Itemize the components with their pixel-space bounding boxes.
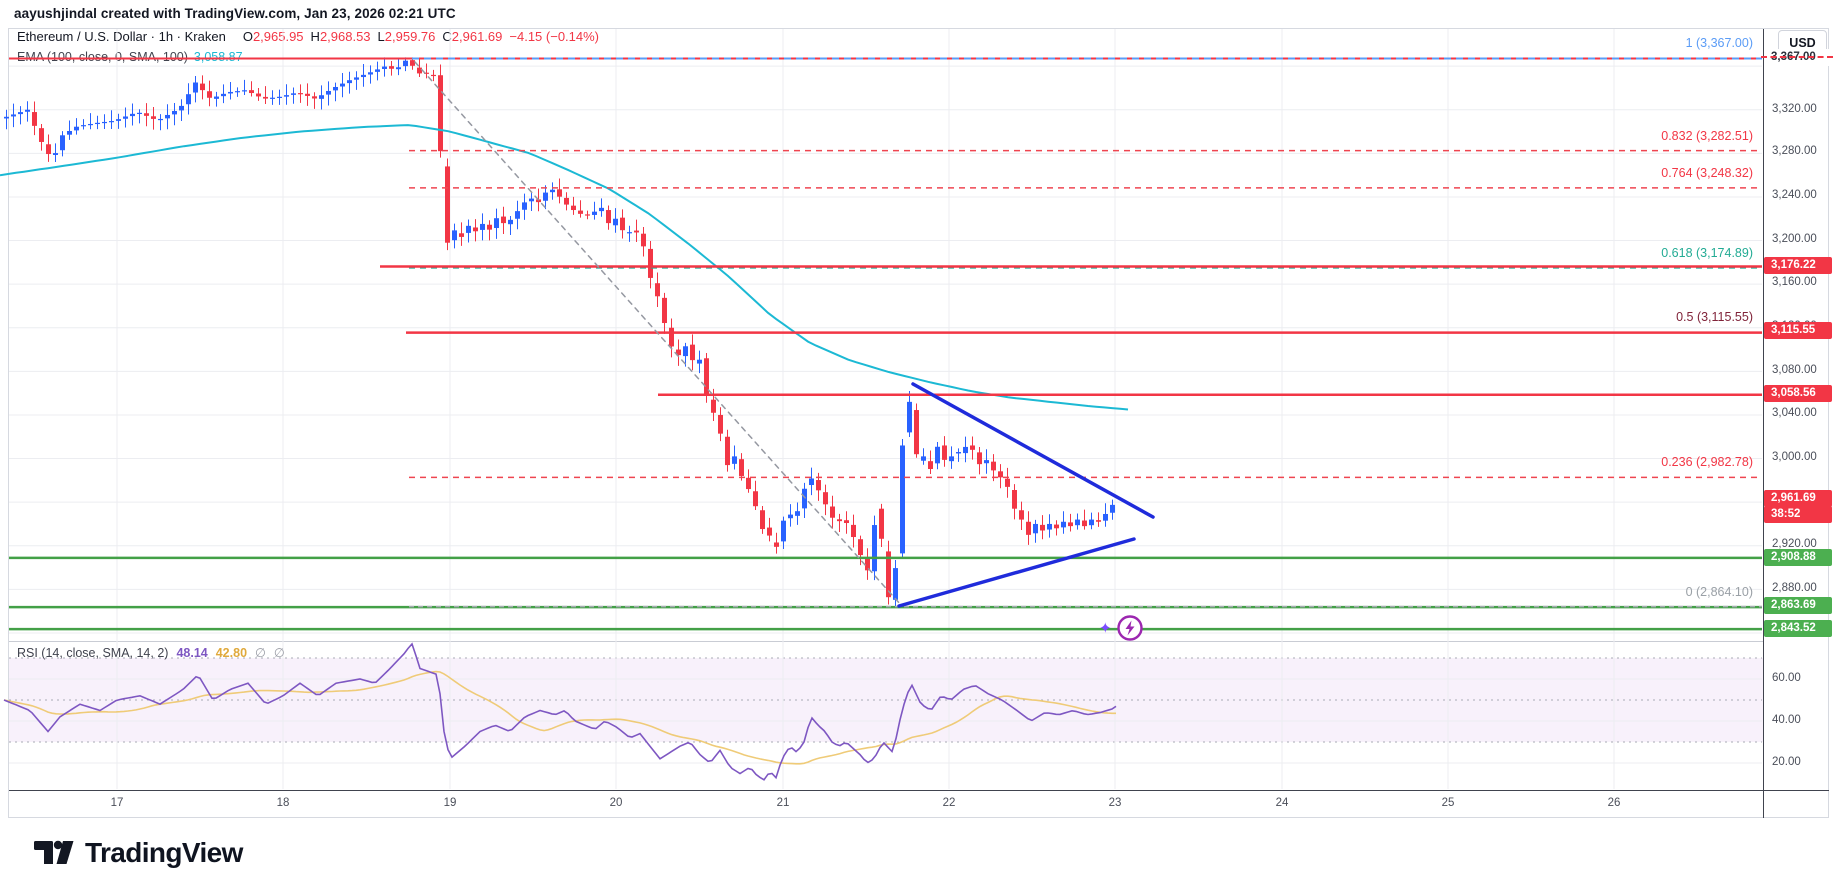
dashed-line-overlay [1761, 56, 1833, 58]
ema-label: EMA (100, close, 0, SMA, 100) [17, 50, 188, 64]
time-axis-label: 20 [609, 797, 623, 809]
price-badge: 3,367.00 [1761, 49, 1833, 66]
close-value: 2,961.69 [451, 29, 503, 44]
rsi-axis-label: 60.00 [1772, 672, 1801, 684]
high-label: H [310, 29, 320, 44]
time-axis-label: 22 [942, 797, 956, 809]
rsi-empty-2: ∅ [273, 646, 285, 660]
rsi-legend: RSI (14, close, SMA, 14, 2) 48.14 42.80 ∅ ∅ [17, 645, 285, 660]
price-badge: 2,843.52 [1764, 620, 1832, 637]
price-axis-label: 2,920.00 [1772, 538, 1817, 550]
price-axis-label: 3,200.00 [1772, 233, 1817, 245]
high-value: 2,968.53 [319, 29, 371, 44]
change-value: −4.15 (−0.14%) [509, 29, 600, 44]
price-axis-border [1763, 29, 1764, 818]
price-badge: 2,961.69 [1764, 490, 1832, 507]
price-axis-label: 3,280.00 [1772, 145, 1817, 157]
low-label: L [377, 29, 385, 44]
low-value: 2,959.76 [384, 29, 436, 44]
quick-action-lightning-icon[interactable] [1114, 612, 1146, 644]
price-axis-label: 3,000.00 [1772, 451, 1817, 463]
ema-value: 3,058.87 [193, 50, 243, 64]
rsi-axis-label: 40.00 [1772, 714, 1801, 726]
rsi-sma-value: 42.80 [215, 646, 248, 660]
time-axis-label: 25 [1441, 797, 1455, 809]
fib-level-label: 1 (3,367.00) [1685, 36, 1753, 50]
price-axis-label: 3,160.00 [1772, 276, 1817, 288]
pane-separator [9, 641, 1763, 642]
price-axis-label: 3,320.00 [1772, 103, 1817, 115]
time-axis-label: 24 [1275, 797, 1289, 809]
price-badge: 2,863.69 [1764, 597, 1832, 614]
price-badge: 3,115.55 [1764, 322, 1832, 339]
time-axis-label: 23 [1108, 797, 1122, 809]
tradingview-logo[interactable]: TradingView [34, 836, 243, 870]
fib-level-label: 0.764 (3,248.32) [1661, 166, 1753, 180]
time-axis-label: 18 [276, 797, 290, 809]
ema-legend: EMA (100, close, 0, SMA, 100) 3,058.87 [17, 50, 243, 64]
time-axis-label: 21 [776, 797, 790, 809]
cursor-star-icon: ✦ [1099, 620, 1112, 637]
price-badge: 2,908.88 [1764, 549, 1832, 566]
open-value: 2,965.95 [252, 29, 304, 44]
price-badge: 3,058.56 [1764, 385, 1832, 402]
time-axis-label: 17 [110, 797, 124, 809]
close-label: C [442, 29, 452, 44]
rsi-value: 48.14 [176, 646, 208, 660]
tradingview-logo-mark [34, 840, 74, 864]
attribution-title: aayushjindal created with TradingView.co… [14, 6, 456, 21]
price-badge: 3,176.22 [1764, 257, 1832, 274]
rsi-label: RSI (14, close, SMA, 14, 2) [17, 646, 169, 660]
time-axis-label: 19 [443, 797, 457, 809]
fib-level-label: 0.236 (2,982.78) [1661, 455, 1753, 469]
fib-level-label: 0.5 (3,115.55) [1676, 310, 1753, 324]
fib-level-label: 0.618 (3,174.89) [1661, 246, 1753, 260]
symbol-legend: Ethereum / U.S. Dollar · 1h · Kraken O2,9… [17, 29, 599, 44]
time-axis-label: 26 [1607, 797, 1621, 809]
symbol-title: Ethereum / U.S. Dollar · 1h · Kraken [17, 29, 226, 44]
price-axis-label: 3,080.00 [1772, 364, 1817, 376]
fib-level-label: 0 (2,864.10) [1685, 585, 1753, 599]
price-badge: 38:52 [1764, 506, 1832, 523]
chart-frame[interactable] [8, 28, 1829, 818]
tradingview-wordmark: TradingView [85, 837, 243, 868]
rsi-empty-1: ∅ [255, 646, 266, 660]
fib-level-label: 0.832 (3,282.51) [1661, 129, 1753, 143]
price-axis-label: 3,240.00 [1772, 189, 1817, 201]
price-axis-label: 3,040.00 [1772, 407, 1817, 419]
time-axis-border [9, 790, 1829, 791]
open-label: O [242, 29, 253, 44]
price-axis-label: 2,880.00 [1772, 582, 1817, 594]
rsi-axis-label: 20.00 [1772, 756, 1801, 768]
